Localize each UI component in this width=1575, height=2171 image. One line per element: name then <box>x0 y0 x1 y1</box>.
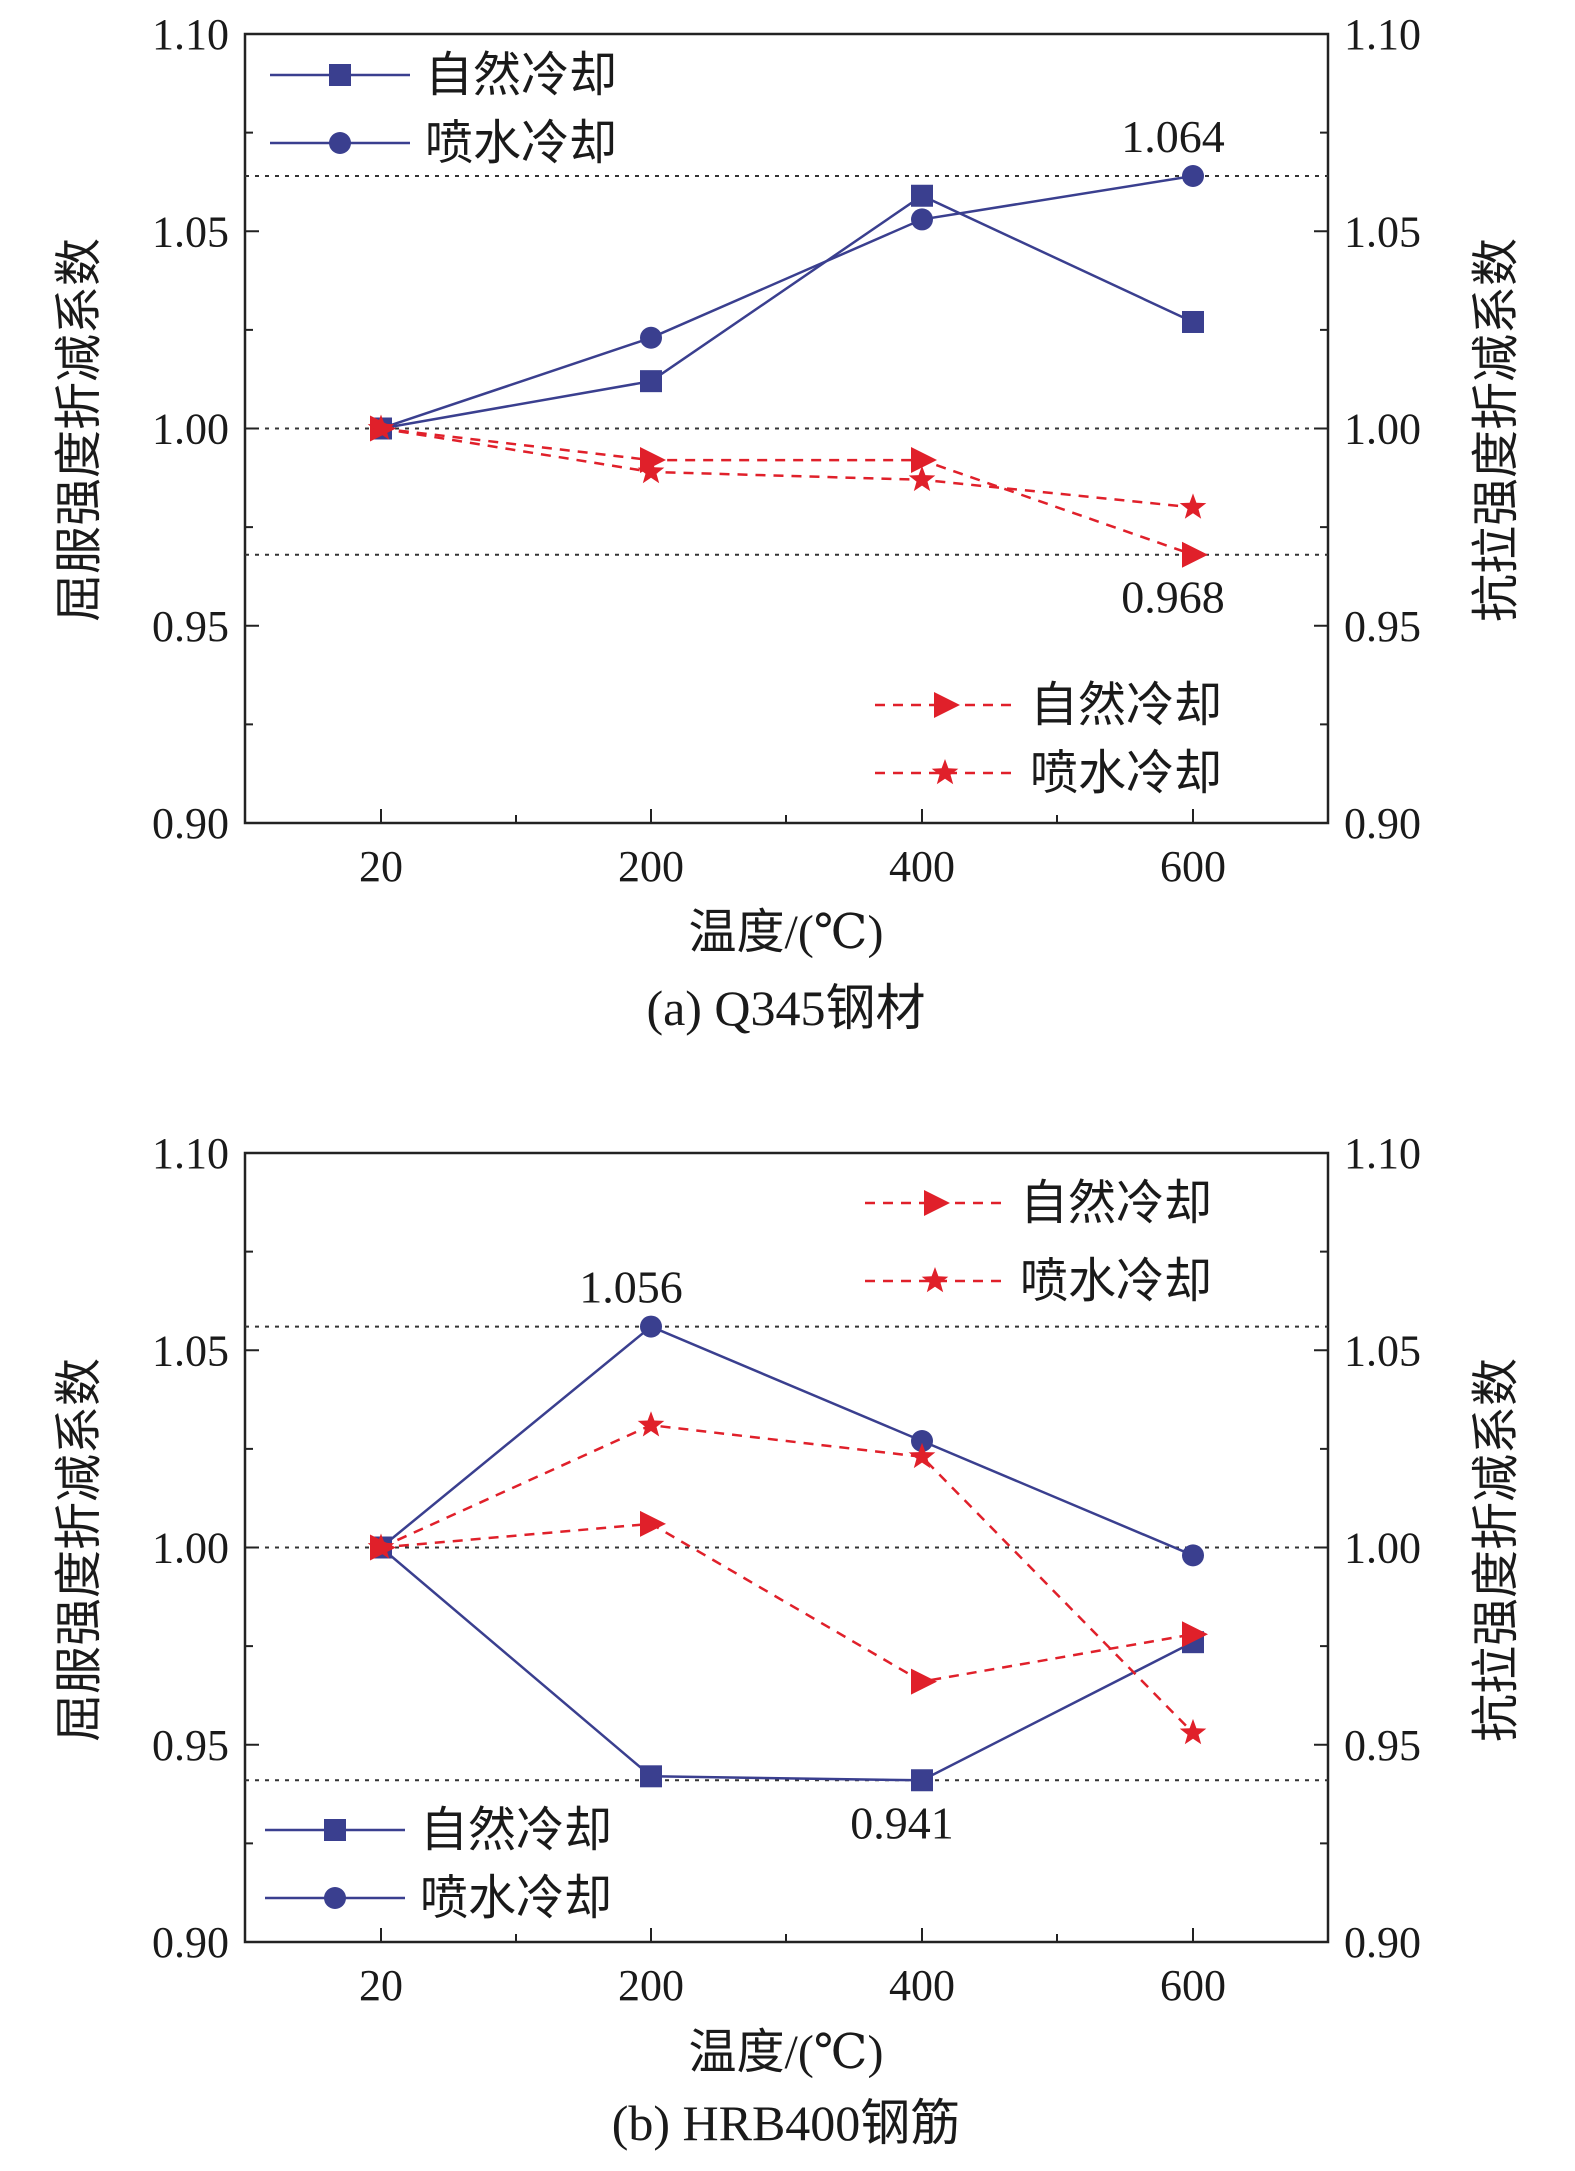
legend-label-tensile: 自然冷却 <box>1020 1177 1212 1230</box>
y-tick-label-left: 0.90 <box>152 1918 229 1967</box>
legend-label-tensile: 喷水冷却 <box>1030 747 1222 800</box>
y-tick-label-left: 1.00 <box>152 1524 229 1573</box>
tensile-series-point-1 <box>1179 1718 1207 1745</box>
x-tick-label: 600 <box>1160 1961 1226 2010</box>
y-tick-label-right: 1.10 <box>1344 10 1421 59</box>
y-tick-label-left: 1.05 <box>152 1326 229 1375</box>
panel-a: 0.90 0.90 0.95 0.95 1.00 1.00 1.05 1.05 1.10 1.10… <box>53 10 1523 1036</box>
y-axis-title-right: 抗拉强度折减系数 <box>1470 1358 1523 1742</box>
tensile-series-point-0 <box>911 447 937 474</box>
legend-marker-yield <box>329 64 351 86</box>
yield-series-line-1 <box>380 1325 1194 1557</box>
yield-series-point-1 <box>1182 1544 1204 1567</box>
yield-series-point-0 <box>1182 310 1204 333</box>
x-tick-label: 400 <box>889 842 955 891</box>
tensile-series-point-0 <box>911 1668 937 1695</box>
y-axis-title-left: 屈服强度折减系数 <box>53 238 106 622</box>
yield-series-point-1 <box>1182 165 1204 188</box>
legend-label-tensile: 喷水冷却 <box>1020 1255 1212 1308</box>
y-tick-label-left: 0.95 <box>152 602 229 651</box>
x-axis-title: 温度/(℃) <box>688 2026 883 2079</box>
legend-marker-yield <box>329 132 351 154</box>
y-tick-label-left: 1.10 <box>152 1129 229 1178</box>
tensile-series-point-1 <box>1179 493 1207 519</box>
y-tick-label-right: 1.05 <box>1344 1326 1421 1375</box>
tensile-series-point-1 <box>908 1442 936 1469</box>
tensile-series-line-1 <box>380 1423 1194 1734</box>
legend-label-yield: 自然冷却 <box>425 49 617 102</box>
x-axis-title: 温度/(℃) <box>688 906 883 959</box>
tensile-series-point-0 <box>1182 1621 1208 1648</box>
tensile-series-line-0 <box>380 1522 1194 1683</box>
y-tick-label-right: 1.05 <box>1344 207 1421 256</box>
x-tick-label: 600 <box>1160 842 1226 891</box>
data-annotation: 0.941 <box>850 1797 954 1848</box>
legend-marker-yield <box>324 1819 346 1841</box>
tensile-series-point-0 <box>1182 541 1208 568</box>
tensile-series-point-1 <box>637 457 665 484</box>
y-axis-title-left: 屈服强度折减系数 <box>53 1358 106 1742</box>
y-tick-label-right: 0.95 <box>1344 1721 1421 1770</box>
legend-marker-yield <box>324 1887 346 1909</box>
legend-label-yield: 喷水冷却 <box>425 117 617 170</box>
tensile-series-point-1 <box>367 414 395 440</box>
legend-marker-tensile <box>924 1190 950 1216</box>
y-tick-label-left: 0.95 <box>152 1721 229 1770</box>
x-tick-label: 200 <box>618 842 684 891</box>
x-tick-label: 20 <box>359 842 403 891</box>
data-annotation: 1.064 <box>1121 111 1225 162</box>
y-axis-title-right: 抗拉强度折减系数 <box>1470 238 1523 622</box>
panel-b: 0.90 0.90 0.95 0.95 1.00 1.00 1.05 1.05 1.10 1.10… <box>53 1129 1523 2151</box>
data-annotation: 1.056 <box>579 1262 683 1313</box>
caption-a: (a) Q345钢材 <box>646 980 925 1036</box>
y-tick-label-left: 1.10 <box>152 10 229 59</box>
tensile-series-point-1 <box>367 1533 395 1559</box>
yield-series-point-0 <box>911 1769 933 1792</box>
tensile-series-point-1 <box>908 465 936 492</box>
y-tick-label-left: 0.90 <box>152 799 229 848</box>
yield-series-point-1 <box>640 326 662 349</box>
y-tick-label-right: 1.00 <box>1344 405 1421 454</box>
legend-marker-tensile <box>931 759 959 785</box>
x-tick-label: 200 <box>618 1961 684 2010</box>
tensile-series-point-0 <box>640 1510 666 1537</box>
legend-label-yield: 喷水冷却 <box>420 1872 612 1925</box>
yield-series-point-0 <box>911 184 933 207</box>
yield-series-point-1 <box>911 1429 933 1452</box>
y-tick-label-right: 1.00 <box>1344 1524 1421 1573</box>
y-tick-label-left: 1.00 <box>152 405 229 454</box>
y-tick-label-left: 1.05 <box>152 207 229 256</box>
caption-b: (b) HRB400钢筋 <box>612 2095 961 2151</box>
legend-label-tensile: 自然冷却 <box>1030 679 1222 732</box>
x-tick-label: 400 <box>889 1961 955 2010</box>
legend-label-yield: 自然冷却 <box>420 1804 612 1857</box>
data-annotation: 0.968 <box>1121 572 1225 623</box>
tensile-series-line-1 <box>380 427 1194 509</box>
yield-series-line-0 <box>380 194 1194 430</box>
tensile-series-line-0 <box>380 427 1194 556</box>
tensile-series-point-1 <box>637 1411 665 1437</box>
yield-series-line-1 <box>380 174 1194 430</box>
legend-marker-tensile <box>934 692 960 718</box>
y-tick-label-right: 1.10 <box>1344 1129 1421 1178</box>
y-tick-label-right: 0.90 <box>1344 799 1421 848</box>
yield-series-point-0 <box>640 370 662 393</box>
yield-series-line-0 <box>380 1546 1194 1782</box>
tensile-series-point-0 <box>640 447 666 474</box>
y-tick-label-right: 0.90 <box>1344 1918 1421 1967</box>
yield-series-point-0 <box>640 1765 662 1788</box>
yield-series-point-1 <box>911 208 933 231</box>
y-tick-label-right: 0.95 <box>1344 602 1421 651</box>
yield-series-point-1 <box>640 1315 662 1338</box>
legend-marker-tensile <box>921 1267 949 1293</box>
x-tick-label: 20 <box>359 1961 403 2010</box>
